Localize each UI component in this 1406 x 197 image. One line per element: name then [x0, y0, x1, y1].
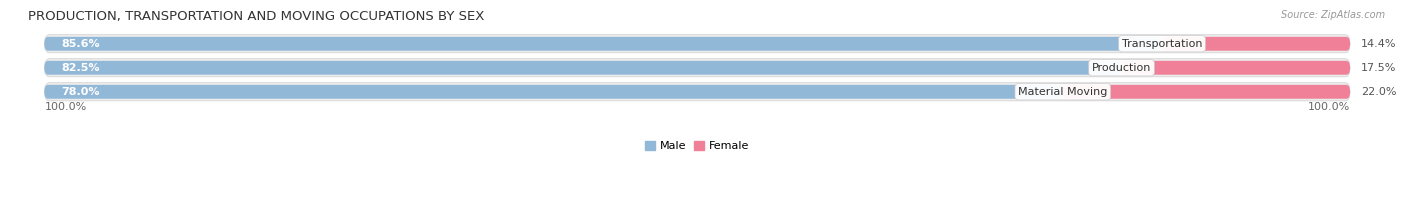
FancyBboxPatch shape — [1122, 61, 1350, 75]
Text: Material Moving: Material Moving — [1018, 87, 1108, 97]
Text: 100.0%: 100.0% — [1308, 102, 1350, 112]
Text: 85.6%: 85.6% — [60, 39, 100, 49]
Text: 14.4%: 14.4% — [1361, 39, 1396, 49]
Text: 82.5%: 82.5% — [60, 63, 100, 73]
Text: Production: Production — [1092, 63, 1152, 73]
FancyBboxPatch shape — [45, 83, 1350, 101]
FancyBboxPatch shape — [45, 37, 1161, 51]
FancyBboxPatch shape — [45, 85, 1063, 99]
FancyBboxPatch shape — [45, 61, 1122, 75]
FancyBboxPatch shape — [1063, 85, 1350, 99]
Text: 78.0%: 78.0% — [60, 87, 100, 97]
Legend: Male, Female: Male, Female — [641, 137, 754, 156]
FancyBboxPatch shape — [45, 59, 1350, 77]
Text: Source: ZipAtlas.com: Source: ZipAtlas.com — [1281, 10, 1385, 20]
FancyBboxPatch shape — [45, 35, 1350, 53]
FancyBboxPatch shape — [1161, 37, 1350, 51]
Text: PRODUCTION, TRANSPORTATION AND MOVING OCCUPATIONS BY SEX: PRODUCTION, TRANSPORTATION AND MOVING OC… — [28, 10, 485, 23]
Text: Transportation: Transportation — [1122, 39, 1202, 49]
Text: 17.5%: 17.5% — [1361, 63, 1396, 73]
Text: 100.0%: 100.0% — [45, 102, 87, 112]
Text: 22.0%: 22.0% — [1361, 87, 1396, 97]
